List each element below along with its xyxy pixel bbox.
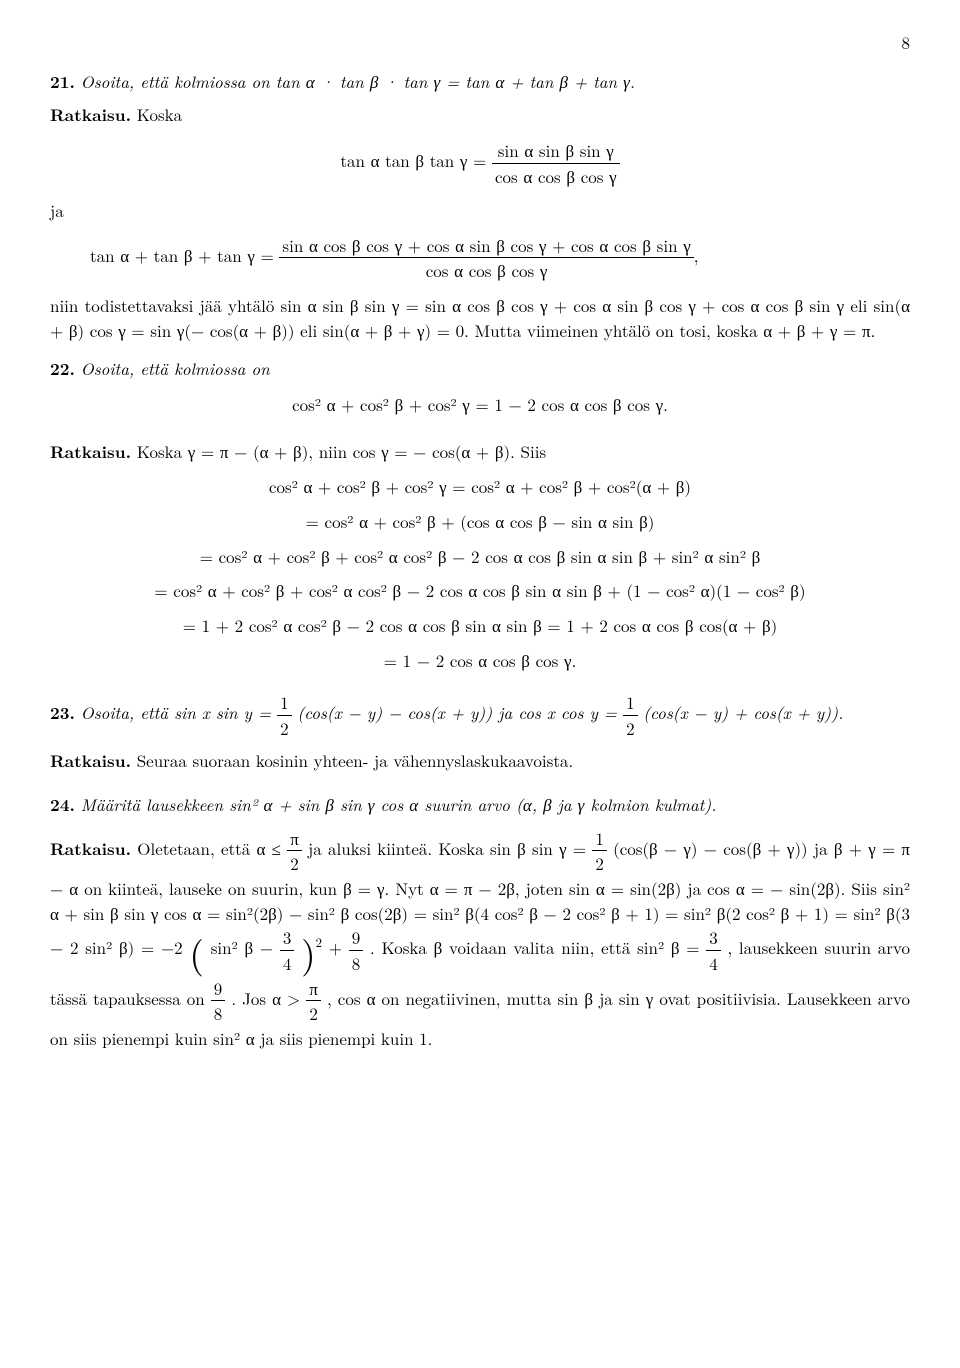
fraction-pi2b: π 2 — [306, 976, 321, 1026]
comma: , — [694, 243, 699, 267]
numerator: 1 — [277, 690, 292, 716]
problem-statement-a: Osoita, että sin x sin y = — [81, 700, 278, 724]
denominator: 8 — [211, 1001, 226, 1026]
ja-text: ja — [50, 198, 910, 223]
fraction-half: 1 2 — [623, 690, 638, 740]
proof-text: Seuraa suoraan kosinin yhteen- ja vähenn… — [137, 748, 573, 772]
numerator: 9 — [211, 976, 226, 1002]
derivation-22-6: = 1 − 2 cos α cos β cos γ. — [50, 648, 910, 673]
proof-21-text: niin todistettavaksi jää yhtälö sin α si… — [50, 293, 910, 342]
part-a: Oletetaan, että α ≤ — [137, 836, 287, 860]
fraction-98: 9 8 — [349, 925, 364, 975]
solution-24: Ratkaisu. Oletetaan, että α ≤ π 2 ja alu… — [50, 826, 910, 1051]
page-number: 8 — [50, 30, 910, 55]
denominator: 2 — [277, 716, 292, 741]
bp-inner-a: sin² β − — [211, 935, 280, 959]
fraction-34: 3 4 — [280, 925, 295, 975]
numerator: 3 — [280, 925, 295, 951]
problem-statement: Määritä lausekkeen sin² α + sin β sin γ … — [81, 792, 717, 816]
problem-statement: Osoita, että kolmiossa on — [81, 356, 270, 380]
problem-23: 23. Osoita, että sin x sin y = 1 2 (cos(… — [50, 690, 910, 740]
problem-statement: Osoita, että kolmiossa on tan α · tan β … — [81, 69, 635, 93]
problem-number: 24. — [50, 793, 75, 817]
ratkaisu-label: Ratkaisu. — [50, 103, 131, 127]
part-b: ja aluksi kiinteä. Koska sin β sin γ = — [308, 836, 592, 860]
derivation-22-2: = cos² α + cos² β + (cos α cos β − sin α… — [50, 509, 910, 534]
solution-21-open: Ratkaisu. Koska — [50, 102, 910, 128]
solution-22-open: Ratkaisu. Koska γ = π − (α + β), niin co… — [50, 439, 910, 465]
problem-number: 23. — [50, 701, 75, 725]
solution-23: Ratkaisu. Seuraa suoraan kosinin yhteen-… — [50, 748, 910, 774]
ratkaisu-label: Ratkaisu. — [50, 837, 131, 861]
eq-lhs: tan α + tan β + tan γ = — [90, 243, 274, 267]
equation-22: cos² α + cos² β + cos² γ = 1 − 2 cos α c… — [50, 392, 910, 417]
fraction-pi2: π 2 — [287, 826, 302, 876]
big-paren-left-icon: ( — [189, 925, 204, 978]
eq-lhs: tan α tan β tan γ = — [340, 148, 486, 172]
denominator: 2 — [592, 851, 607, 876]
numerator: 1 — [592, 826, 607, 852]
part-d-pre: −2 — [161, 935, 183, 959]
denominator: 4 — [706, 951, 721, 976]
numerator: sin α cos β cos γ + cos α sin β cos γ + … — [279, 233, 693, 259]
part-e: + — [329, 935, 349, 959]
numerator: sin α sin β sin γ — [492, 138, 620, 164]
problem-statement-c: (cos(x − y) + cos(x + y)). — [643, 700, 843, 724]
problem-22: 22. Osoita, että kolmiossa on — [50, 356, 910, 382]
problem-number: 21. — [50, 70, 75, 94]
intro-text: Koska γ = π − (α + β), niin cos γ = − co… — [137, 439, 546, 463]
denominator: 8 — [349, 951, 364, 976]
derivation-22-4: = cos² α + cos² β + cos² α cos² β − 2 co… — [50, 578, 910, 603]
denominator: cos α cos β cos γ — [492, 164, 620, 189]
ratkaisu-label: Ratkaisu. — [50, 440, 131, 464]
exponent-2: 2 — [316, 933, 322, 951]
koska-text: Koska — [137, 102, 182, 126]
fraction-34b: 3 4 — [706, 925, 721, 975]
fraction-98b: 9 8 — [211, 976, 226, 1026]
numerator: π — [306, 976, 321, 1002]
numerator: 1 — [623, 690, 638, 716]
denominator: 2 — [623, 716, 638, 741]
denominator: 2 — [287, 851, 302, 876]
numerator: π — [287, 826, 302, 852]
numerator: 9 — [349, 925, 364, 951]
derivation-22-3: = cos² α + cos² β + cos² α cos² β − 2 co… — [50, 544, 910, 569]
denominator: 2 — [306, 1001, 321, 1026]
part-f: . Koska β voidaan valita niin, että sin²… — [370, 935, 706, 959]
fraction-half: 1 2 — [592, 826, 607, 876]
derivation-22-1: cos² α + cos² β + cos² γ = cos² α + cos²… — [50, 474, 910, 499]
denominator: cos α cos β cos γ — [279, 258, 693, 283]
problem-statement-b: (cos(x − y) − cos(x + y)) ja cos x cos y… — [297, 700, 623, 724]
numerator: 3 — [706, 925, 721, 951]
fraction: sin α cos β cos γ + cos α sin β cos γ + … — [279, 233, 693, 283]
ratkaisu-label: Ratkaisu. — [50, 749, 131, 773]
derivation-22-5: = 1 + 2 cos² α cos² β − 2 cos α cos β si… — [50, 613, 910, 638]
denominator: 4 — [280, 951, 295, 976]
problem-24: 24. Määritä lausekkeen sin² α + sin β si… — [50, 792, 910, 818]
fraction-half: 1 2 — [277, 690, 292, 740]
fraction: sin α sin β sin γ cos α cos β cos γ — [492, 138, 620, 188]
equation-21-1: tan α tan β tan γ = sin α sin β sin γ co… — [50, 138, 910, 188]
big-paren-right-icon: ) — [301, 925, 316, 978]
equation-21-2: tan α + tan β + tan γ = sin α cos β cos … — [90, 233, 910, 283]
part-h: . Jos α > — [231, 985, 306, 1009]
problem-number: 22. — [50, 357, 75, 381]
problem-21: 21. Osoita, että kolmiossa on tan α · ta… — [50, 69, 910, 95]
